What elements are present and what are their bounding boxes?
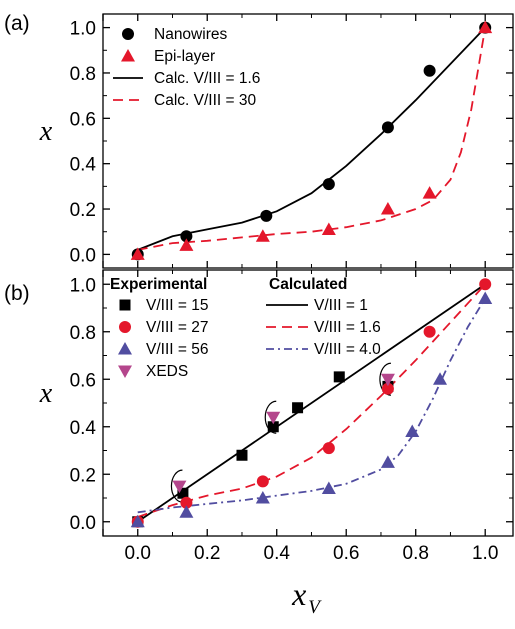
data-point-v-iii-15	[333, 371, 345, 383]
data-point-v-iii-27	[256, 475, 269, 488]
series-line-calc-v-iii-1-6	[137, 26, 486, 251]
legend-label-v-iii-4-0: V/III = 4.0	[314, 341, 381, 358]
data-point-epi-layer	[422, 186, 437, 199]
data-point-xeds	[266, 411, 281, 425]
legend-label-xeds: XEDS	[146, 363, 188, 380]
series-line-v-iii-1	[137, 283, 486, 523]
data-point-epi-layer	[255, 229, 270, 242]
series-line-v-iii-1-6	[137, 283, 486, 518]
legend-header-calculated: Calculated	[269, 276, 347, 293]
legend-header-experimental: Experimental	[110, 276, 207, 293]
data-point-nanowires	[381, 121, 394, 134]
data-point-epi-layer	[380, 202, 395, 215]
data-point-epi-layer	[179, 238, 194, 251]
legend-symbol-epi-layer	[121, 49, 135, 62]
legend-label-v-iii-15: V/III = 15	[146, 297, 208, 314]
y-tick-label: 0.0	[70, 513, 96, 534]
x-axis-label-main: x	[291, 576, 306, 612]
data-point-epi-layer	[130, 247, 145, 260]
data-point-v-iii-27	[381, 382, 394, 395]
legend-label-calc-v-iii-30: Calc. V/III = 30	[154, 92, 256, 109]
data-point-v-iii-15	[236, 449, 248, 461]
data-point-nanowires	[322, 178, 335, 191]
series-line-calc-v-iii-30	[137, 27, 487, 251]
data-point-xeds	[172, 480, 187, 494]
x-tick-label: 0.8	[403, 543, 429, 564]
y-tick-label: 0.2	[70, 200, 96, 221]
data-point-v-iii-56	[478, 291, 493, 304]
data-point-xeds	[380, 373, 395, 387]
annotation-arc	[170, 469, 183, 503]
y-tick-label: 0.8	[70, 64, 96, 85]
data-point-nanowires	[180, 230, 193, 243]
y-tick-label: 0.2	[70, 465, 96, 486]
legend-label-epi-layer: Epi-layer	[154, 48, 215, 65]
data-point-v-iii-15	[267, 421, 279, 433]
data-point-v-iii-27	[322, 442, 335, 455]
panel-b-label: (b)	[4, 282, 30, 305]
legend-symbol-v-iii-27	[119, 321, 131, 333]
panel-a-plot: 0.0 0.2 0.4 0.6 0.8 1.0 Nanowires Epi-layer Calc…	[70, 13, 514, 269]
legend-label-v-iii-1: V/III = 1	[314, 297, 368, 314]
x-tick-label: 0.6	[333, 543, 359, 564]
panel-a-label: (a)	[4, 12, 30, 35]
y-tick-label: 0.4	[70, 155, 97, 176]
y-axis-label-b: x	[39, 378, 53, 409]
data-point-v-iii-56	[321, 481, 336, 494]
legend-symbol-v-iii-15	[119, 299, 131, 311]
x-tick-label: 1.0	[472, 543, 498, 564]
panel-b-plot: 0.0 0.2 0.4 0.6 0.8 1.0 0.0 0.2 0.4 0.6 0.8 1.0 Expe…	[70, 269, 514, 564]
x-axis-label-sub: V	[308, 597, 322, 618]
y-axis-label-a: x	[39, 116, 53, 147]
data-point-v-iii-56	[433, 372, 448, 385]
data-point-v-iii-15	[177, 487, 189, 499]
data-point-v-iii-56	[130, 514, 145, 528]
legend-label-v-iii-56: V/III = 56	[146, 341, 208, 358]
y-tick-label: 0.6	[70, 370, 96, 391]
legend-symbol-v-iii-56	[118, 342, 132, 355]
y-tick-label: 1.0	[70, 275, 96, 296]
legend-label-v-iii-1-6: V/III = 1.6	[314, 319, 381, 336]
y-tick-label: 0.6	[70, 109, 96, 130]
data-point-v-iii-56	[255, 491, 270, 504]
x-tick-label: 0.2	[194, 543, 220, 564]
series-line-v-iii-4-0	[137, 298, 486, 514]
x-tick-label: 0.0	[125, 543, 151, 564]
legend-symbol-nanowires	[122, 28, 134, 40]
data-point-v-iii-56	[380, 455, 395, 468]
data-point-v-iii-27	[423, 325, 436, 338]
legend-label-v-iii-27: V/III = 27	[146, 319, 208, 336]
y-tick-label: 0.0	[70, 245, 96, 266]
data-point-v-iii-15	[292, 402, 304, 414]
data-point-v-iii-56	[179, 505, 194, 518]
x-tick-label: 0.4	[264, 543, 291, 564]
y-tick-label: 0.4	[70, 418, 97, 439]
y-tick-label: 1.0	[70, 19, 96, 40]
data-point-nanowires	[423, 64, 436, 77]
data-point-epi-layer	[478, 20, 493, 34]
data-point-v-iii-56	[405, 424, 420, 437]
data-point-epi-layer	[321, 222, 336, 235]
legend-symbol-xeds	[118, 365, 132, 378]
data-point-nanowires	[260, 209, 273, 222]
data-point-v-iii-27	[180, 496, 193, 509]
legend-label-calc-v-iii-1-6: Calc. V/III = 1.6	[154, 70, 260, 87]
y-tick-label: 0.8	[70, 323, 96, 344]
data-point-v-iii-27	[479, 278, 492, 291]
legend-label-nanowires: Nanowires	[154, 26, 227, 43]
